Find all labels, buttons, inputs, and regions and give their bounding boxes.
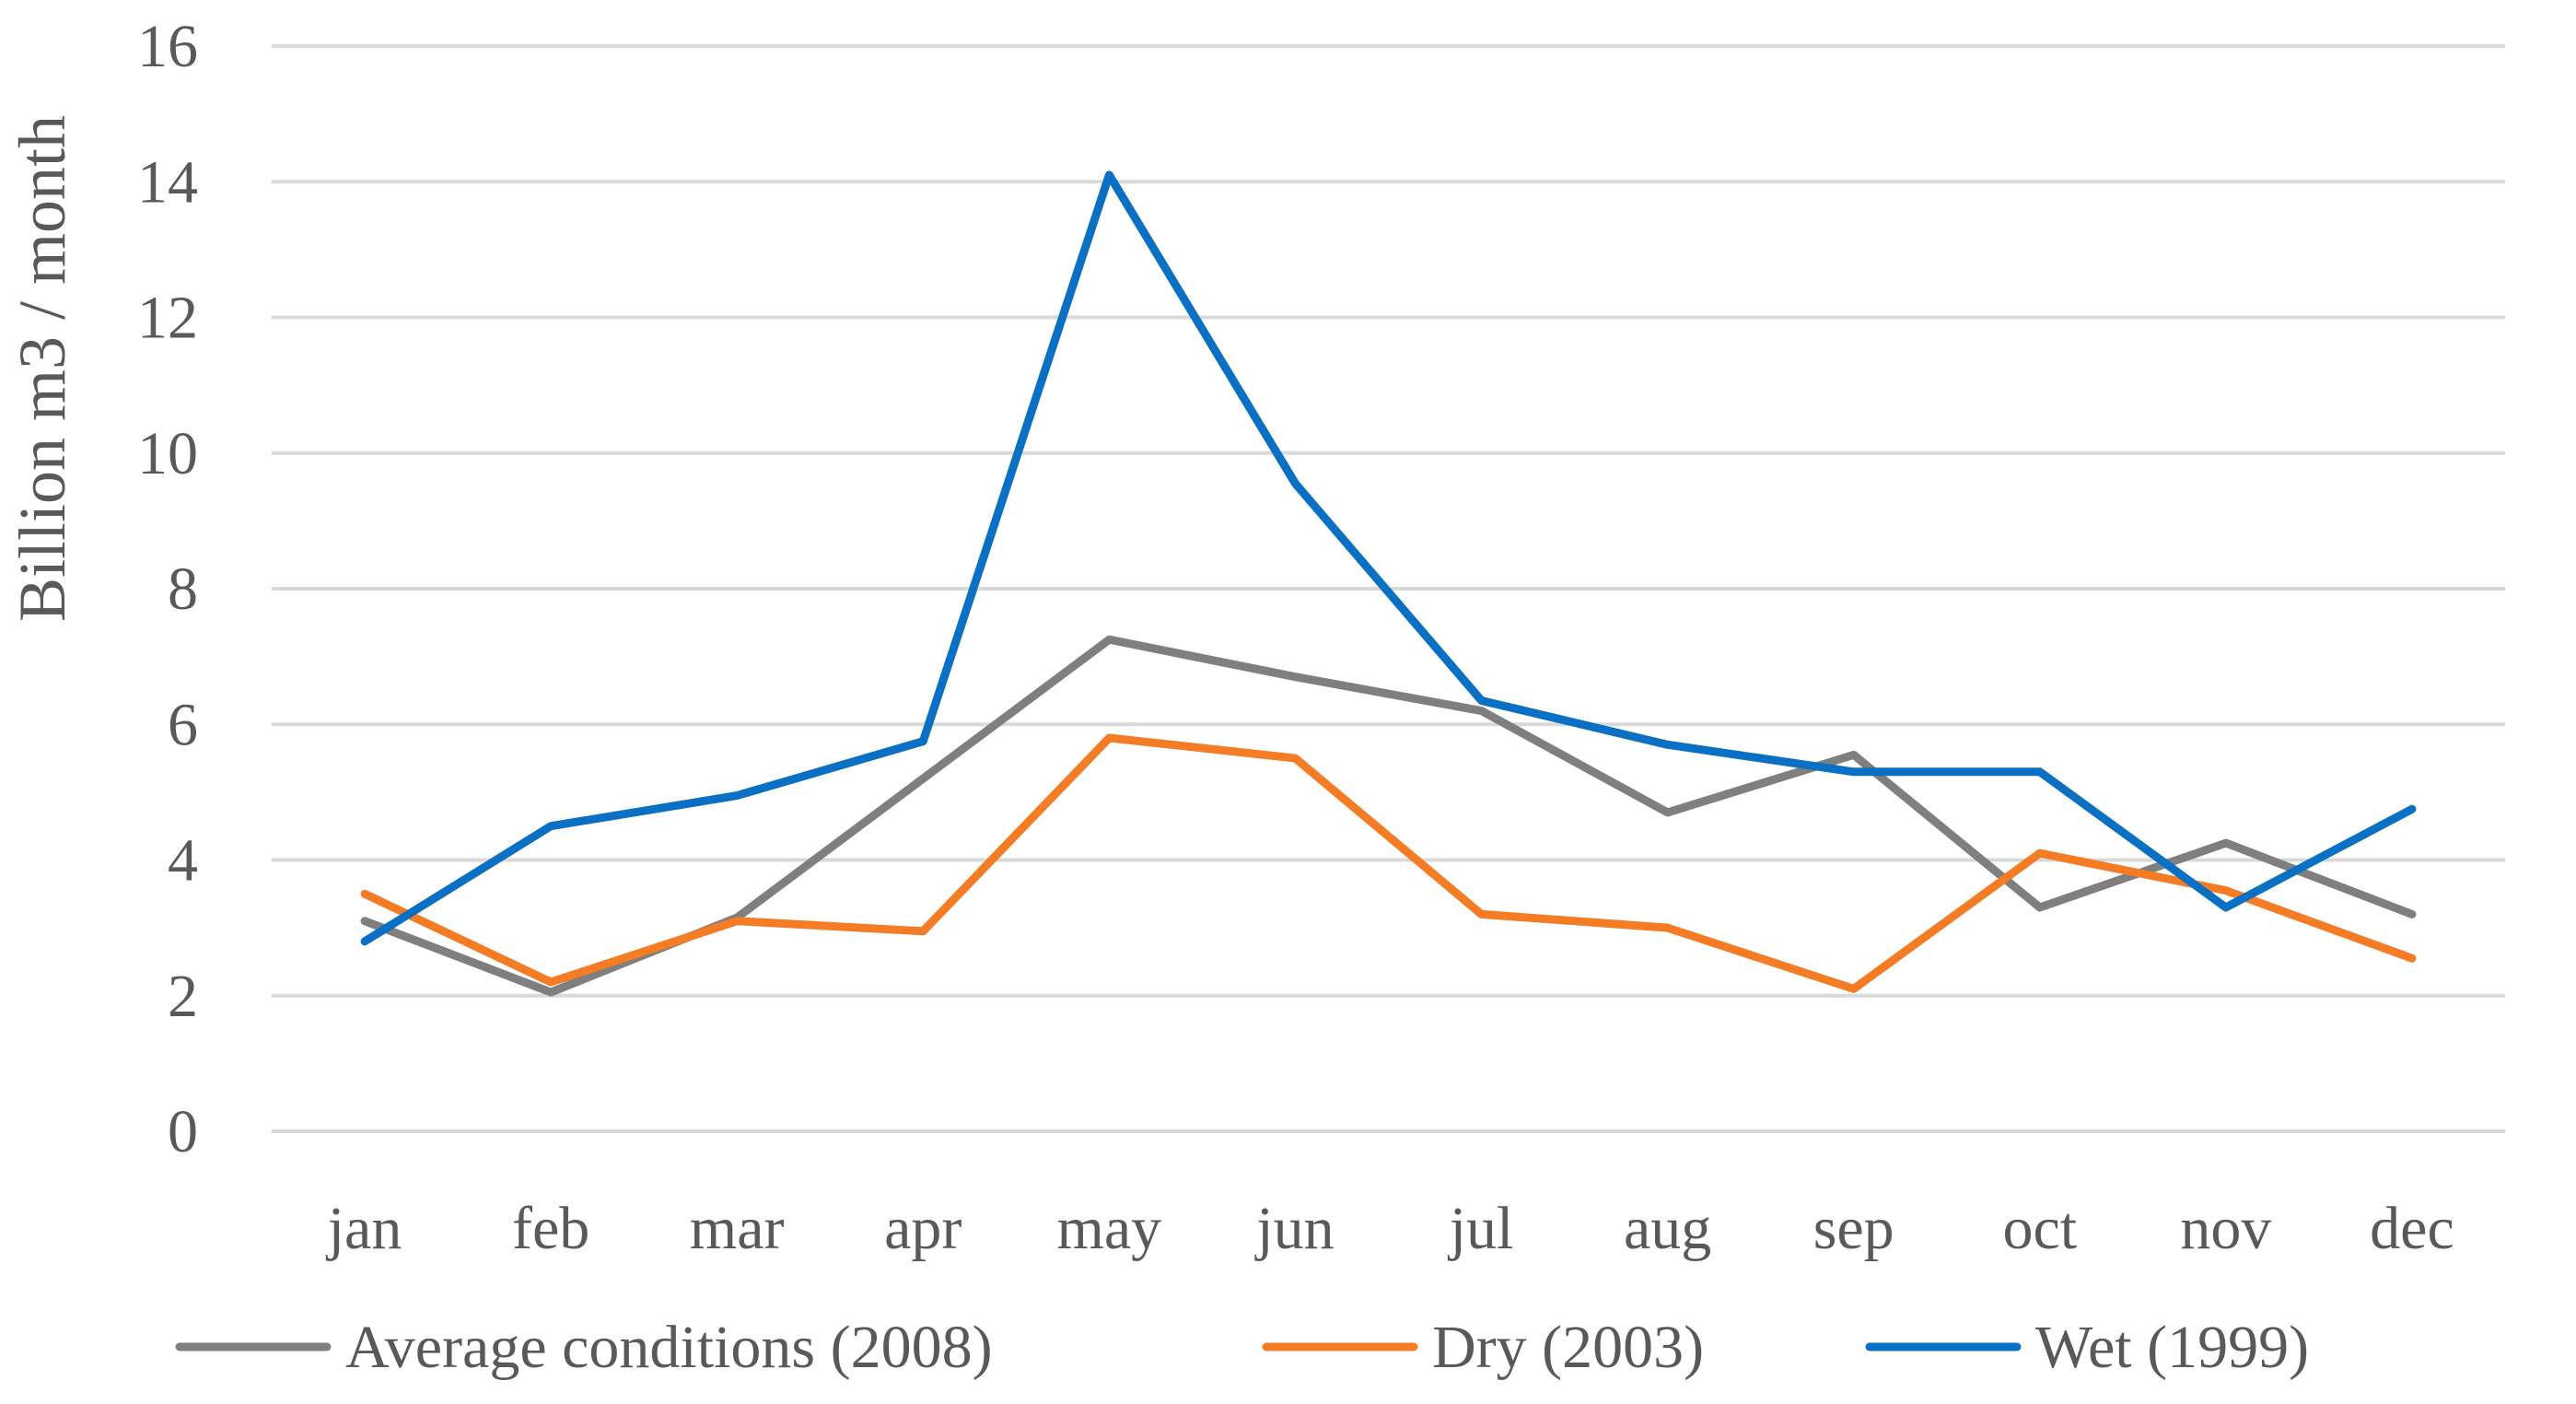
x-tick-label-aug: aug bbox=[1624, 1195, 1711, 1262]
y-tick-label: 8 bbox=[168, 556, 198, 623]
y-axis-ticks: 0 2 4 6 8 10 12 14 16 bbox=[137, 13, 198, 1165]
x-axis-ticks: jan feb mar apr may jun jul aug sep oct nov dec bbox=[326, 1195, 2454, 1262]
legend: Average conditions (2008) Dry (2003) Wet (… bbox=[175, 1314, 2309, 1381]
x-tick-label-jul: jul bbox=[1448, 1195, 1514, 1262]
y-tick-label: 6 bbox=[168, 691, 198, 758]
y-tick-label: 2 bbox=[168, 963, 198, 1030]
y-tick-label: 4 bbox=[168, 827, 198, 895]
x-tick-label-oct: oct bbox=[2002, 1195, 2077, 1262]
y-tick-label: 0 bbox=[168, 1098, 198, 1165]
series-lines bbox=[360, 170, 2417, 997]
x-tick-label-jun: jun bbox=[1254, 1195, 1334, 1262]
x-tick-label-feb: feb bbox=[512, 1195, 589, 1262]
x-tick-label-may: may bbox=[1057, 1195, 1162, 1262]
legend-label-1: Average conditions (2008) bbox=[345, 1314, 993, 1381]
y-axis-title: Billion m3 / month bbox=[6, 115, 79, 622]
x-tick-label-dec: dec bbox=[2370, 1195, 2454, 1262]
x-tick-label-sep: sep bbox=[1813, 1195, 1894, 1262]
series-line-3 bbox=[360, 170, 2417, 946]
y-tick-label: 10 bbox=[137, 420, 198, 487]
x-tick-label-nov: nov bbox=[2180, 1195, 2271, 1262]
x-tick-label-mar: mar bbox=[690, 1195, 785, 1262]
legend-label-2: Dry (2003) bbox=[1432, 1314, 1704, 1381]
legend-label-3: Wet (1999) bbox=[2035, 1314, 2309, 1381]
y-tick-label: 12 bbox=[137, 285, 198, 352]
x-tick-label-apr: apr bbox=[884, 1195, 962, 1262]
x-tick-label-jan: jan bbox=[326, 1195, 402, 1262]
series-line-2 bbox=[360, 733, 2417, 993]
y-tick-label: 14 bbox=[137, 148, 198, 216]
y-tick-label: 16 bbox=[137, 13, 198, 80]
